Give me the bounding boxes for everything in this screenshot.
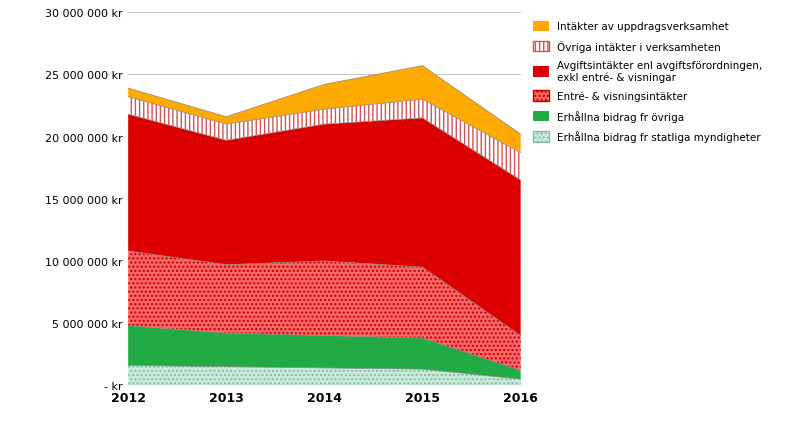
Legend: Intäkter av uppdragsverksamhet, Övriga intäkter i verksamheten, Avgiftsintäkter : Intäkter av uppdragsverksamhet, Övriga i… bbox=[529, 18, 765, 145]
